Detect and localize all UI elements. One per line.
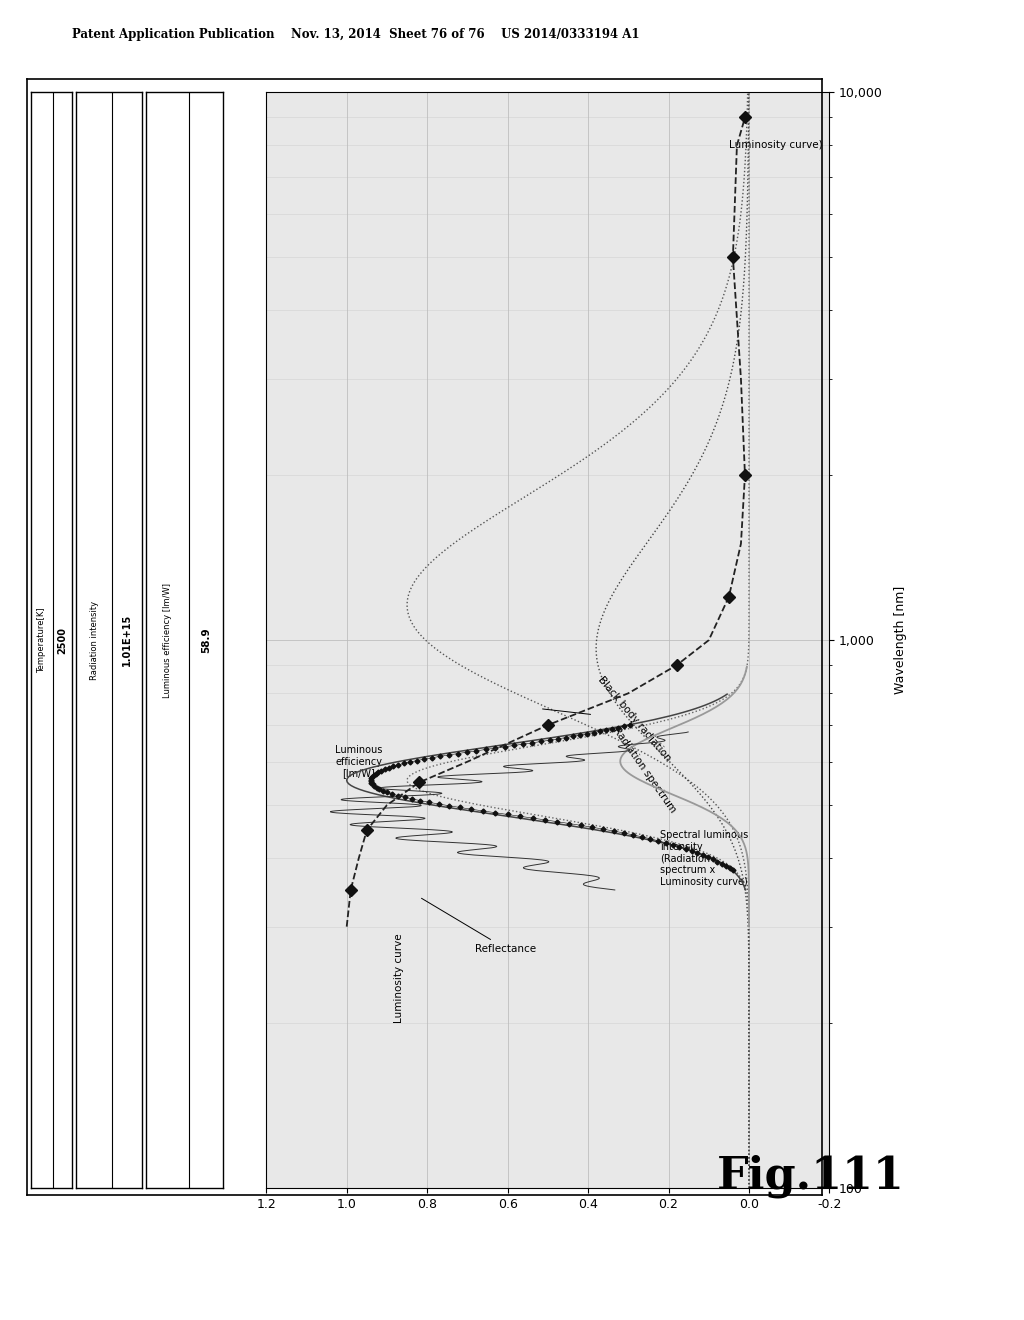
Text: Luminous efficiency [lm/W]: Luminous efficiency [lm/W]	[163, 582, 172, 698]
Text: Black body radiation: Black body radiation	[543, 675, 673, 764]
Text: Patent Application Publication    Nov. 13, 2014  Sheet 76 of 76    US 2014/03331: Patent Application Publication Nov. 13, …	[72, 28, 639, 41]
Text: Reflectance: Reflectance	[422, 899, 537, 953]
Text: Radiation intensity: Radiation intensity	[89, 601, 98, 680]
Text: Luminosity curve): Luminosity curve)	[729, 140, 822, 150]
Text: Fig.111: Fig.111	[717, 1154, 904, 1197]
Text: 58.9: 58.9	[201, 627, 211, 653]
Y-axis label: Wavelength [nm]: Wavelength [nm]	[894, 586, 907, 694]
Text: 2500: 2500	[57, 627, 68, 653]
Text: Temperature[K]: Temperature[K]	[38, 607, 46, 673]
Text: Luminous
efficiency
[lm/W]: Luminous efficiency [lm/W]	[335, 744, 382, 779]
Text: Luminosity curve: Luminosity curve	[394, 933, 404, 1023]
Text: Spectral luminous
intensity
(Radiation
spectrum x
Luminosity curve): Spectral luminous intensity (Radiation s…	[660, 830, 749, 887]
Text: Radiation spectrum: Radiation spectrum	[611, 725, 678, 814]
Text: 1.01E+15: 1.01E+15	[122, 614, 132, 667]
